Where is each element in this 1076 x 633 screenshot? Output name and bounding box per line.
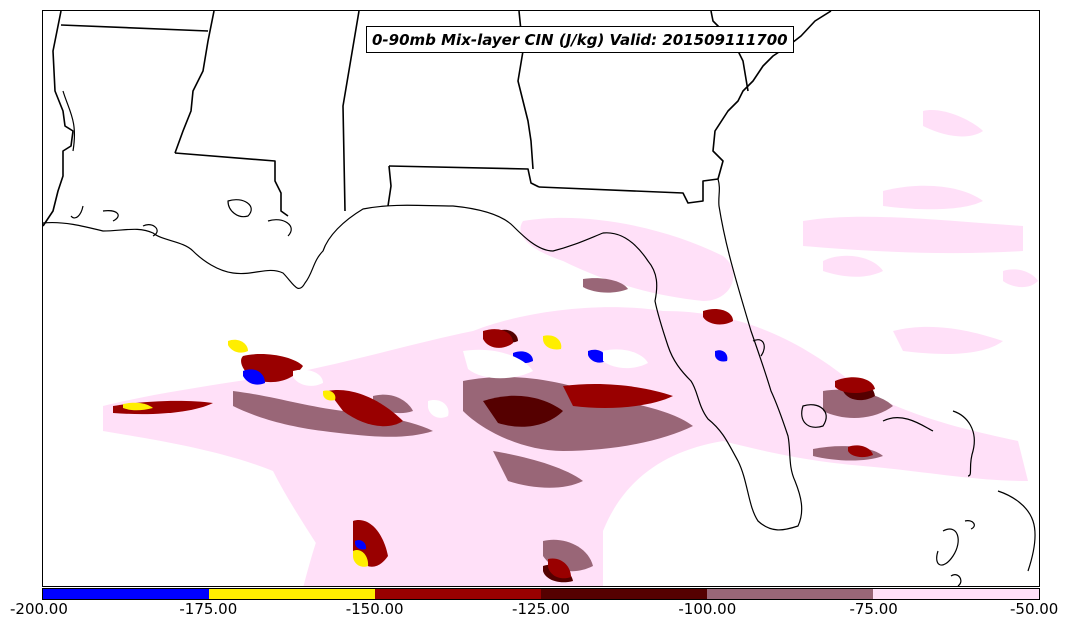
colorbar-swatch [43,589,209,599]
colorbar-tick-labels: -200.00 -175.00 -150.00 -125.00 -100.00 -75.0… [0,600,1076,630]
colorbar-swatch [209,589,375,599]
map-panel: 0-90mb Mix-layer CIN (J/kg) Valid: 20150… [42,10,1040,587]
colorbar-tick-label: -75.00 [849,600,898,618]
colorbar-tick-label: -50.00 [1010,600,1059,618]
colorbar-swatch [707,589,873,599]
colorbar-tick-label: -200.00 [10,600,68,618]
colorbar-tick-label: -150.00 [345,600,404,618]
cin-dark-red-regions [113,309,875,579]
colorbar-swatch [541,589,707,599]
coastline [43,90,1036,586]
colorbar-swatch [873,589,1039,599]
cin-clear-regions [293,349,648,418]
map-title: 0-90mb Mix-layer CIN (J/kg) Valid: 20150… [366,26,794,53]
state-boundaries [43,11,832,227]
colorbar-tick-label: -175.00 [179,600,238,618]
colorbar-swatch [375,589,541,599]
cin-field-map [43,11,1038,586]
colorbar-tick-label: -100.00 [678,600,737,618]
colorbar [42,588,1040,600]
cin-yellow-regions [123,335,562,567]
colorbar-tick-label: -125.00 [512,600,570,618]
